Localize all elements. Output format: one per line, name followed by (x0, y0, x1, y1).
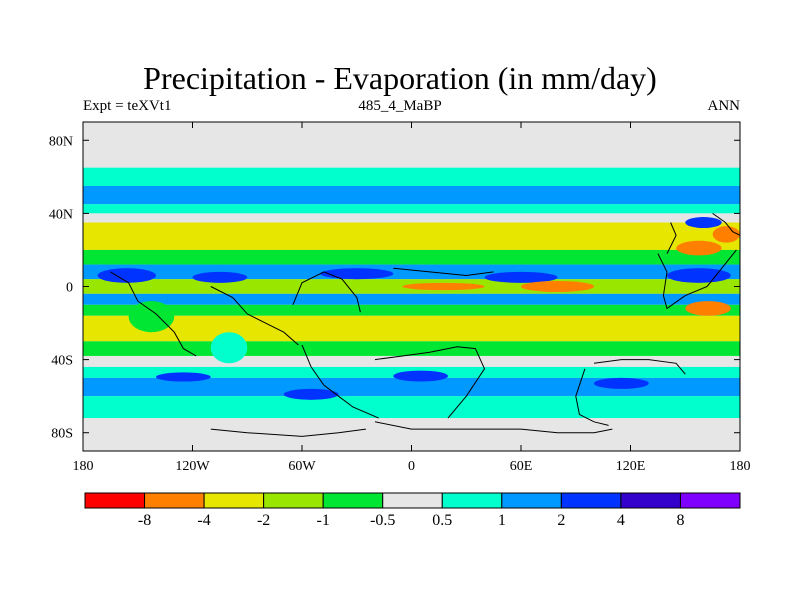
chart-subtitle-right: ANN (707, 98, 741, 114)
field-patch (685, 217, 722, 229)
zonal-band (83, 315, 740, 342)
colorbar-label: 2 (557, 512, 565, 529)
field-patch (402, 282, 485, 291)
y-tick-label: 0 (66, 281, 73, 296)
x-tick-label: 60E (510, 459, 533, 474)
coastline (210, 428, 366, 437)
coastline (292, 271, 361, 313)
coastline (657, 249, 737, 310)
field-patch (594, 377, 649, 389)
field-patch (210, 332, 248, 364)
colorbar-swatch (203, 492, 265, 509)
x-tick-label: 180 (73, 459, 94, 474)
zonal-band (83, 185, 740, 205)
colorbar-swatch (84, 492, 146, 509)
colorbar-label: 1 (498, 512, 506, 529)
zonal-band (83, 377, 740, 397)
zonal-band (83, 204, 740, 214)
zonal-band (83, 304, 740, 316)
colorbar-label: -0.5 (370, 512, 395, 529)
zonal-band (83, 122, 740, 168)
field-layer (83, 122, 740, 451)
field-patch (320, 268, 394, 280)
coastline (666, 222, 677, 254)
colorbar-label: -1 (317, 512, 330, 529)
colorbar-swatch (144, 492, 205, 509)
zonal-band (83, 396, 740, 419)
colorbar-swatch (441, 492, 503, 509)
coastline (374, 421, 613, 434)
field-patch (685, 301, 731, 316)
zonal-band (83, 213, 740, 223)
colorbar-label: -8 (138, 512, 151, 529)
x-tick-label: 180 (730, 459, 751, 474)
coastline (575, 368, 609, 426)
coastline (712, 212, 740, 236)
field-patch (712, 226, 740, 243)
zonal-band (83, 355, 740, 367)
field-patch (521, 281, 594, 292)
coastline (301, 344, 379, 419)
zonal-band (83, 222, 740, 250)
coastline (593, 359, 686, 375)
colorbar-swatch (501, 492, 562, 509)
field-patch (667, 268, 731, 283)
y-tick-label: 40N (49, 207, 73, 222)
field-patch (484, 271, 558, 283)
field-patch (128, 301, 175, 333)
x-tick-label: 120E (616, 459, 646, 474)
zonal-band (83, 249, 740, 265)
x-tick-label: 60W (288, 459, 316, 474)
colorbar-label: -4 (197, 512, 210, 529)
colorbar-swatch (620, 492, 681, 509)
axes-layer: 180 120W 60W 0 60E 120E 180 80N 40N 0 40S 80S (49, 122, 751, 474)
field-patch (676, 240, 722, 256)
coastline (210, 286, 299, 346)
zonal-band (83, 264, 740, 280)
colorbar-label: -2 (257, 512, 270, 529)
colorbar-label: 4 (617, 512, 625, 529)
coastline (110, 271, 197, 357)
coastline (393, 267, 494, 277)
x-tick-label: 0 (408, 459, 415, 474)
coastline-layer (110, 212, 740, 437)
chart-subtitle-left: Expt = teXVt1 (83, 98, 172, 114)
field-patch (393, 370, 448, 382)
x-tick-label: 120W (175, 459, 210, 474)
colorbar-swatch (322, 492, 384, 509)
zonal-band (83, 293, 740, 305)
field-patch (192, 271, 248, 283)
colorbar-label: 8 (676, 512, 684, 529)
zonal-band (83, 341, 740, 356)
field-patch (283, 388, 339, 400)
chart-title: Precipitation - Evaporation (in mm/day) (143, 60, 657, 96)
colorbar-swatch (263, 492, 324, 509)
field-patch (156, 372, 211, 382)
y-tick-label: 80S (51, 427, 73, 442)
field-patch (97, 268, 156, 283)
colorbar-swatch (560, 492, 622, 509)
chart-subtitle-center: 485_4_MaBP (358, 98, 442, 114)
y-tick-label: 40S (51, 354, 73, 369)
colorbar-swatch (382, 492, 443, 509)
zonal-band (83, 167, 740, 186)
y-tick-label: 80N (49, 134, 73, 149)
colorbar: -8 -4 -2 -1 -0.5 0.5 1 2 4 8 (84, 492, 741, 529)
coastline (374, 346, 486, 419)
colorbar-label: 0.5 (432, 512, 452, 529)
colorbar-swatch (679, 492, 741, 509)
